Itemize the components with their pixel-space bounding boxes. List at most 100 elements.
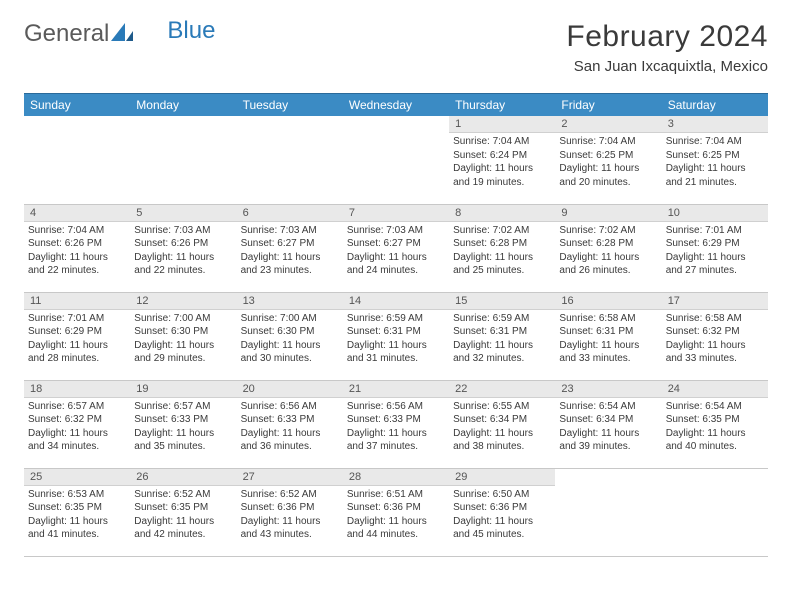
day-number: 19 [130, 381, 236, 398]
daylight-text-2: and 27 minutes. [666, 264, 764, 278]
calendar-day-cell: 29Sunrise: 6:50 AMSunset: 6:36 PMDayligh… [449, 468, 555, 556]
calendar-table: SundayMondayTuesdayWednesdayThursdayFrid… [24, 93, 768, 557]
weekday-header: Tuesday [237, 94, 343, 117]
day-number: 18 [24, 381, 130, 398]
daylight-text-1: Daylight: 11 hours [134, 427, 232, 441]
daylight-text-2: and 44 minutes. [347, 528, 445, 542]
sunrise-text: Sunrise: 7:03 AM [347, 224, 445, 238]
sunrise-text: Sunrise: 6:59 AM [347, 312, 445, 326]
daylight-text-2: and 25 minutes. [453, 264, 551, 278]
sunset-text: Sunset: 6:27 PM [241, 237, 339, 251]
sunrise-text: Sunrise: 7:04 AM [666, 135, 764, 149]
day-sun-info: Sunrise: 6:55 AMSunset: 6:34 PMDaylight:… [449, 398, 555, 456]
sunset-text: Sunset: 6:27 PM [347, 237, 445, 251]
day-number: 21 [343, 381, 449, 398]
day-number: 20 [237, 381, 343, 398]
calendar-day-cell: 23Sunrise: 6:54 AMSunset: 6:34 PMDayligh… [555, 380, 661, 468]
daylight-text-1: Daylight: 11 hours [347, 251, 445, 265]
day-number: 12 [130, 293, 236, 310]
sunset-text: Sunset: 6:34 PM [453, 413, 551, 427]
sunset-text: Sunset: 6:35 PM [134, 501, 232, 515]
calendar-day-cell: 8Sunrise: 7:02 AMSunset: 6:28 PMDaylight… [449, 204, 555, 292]
sunset-text: Sunset: 6:31 PM [559, 325, 657, 339]
daylight-text-2: and 33 minutes. [559, 352, 657, 366]
day-sun-info: Sunrise: 6:52 AMSunset: 6:35 PMDaylight:… [130, 486, 236, 544]
day-number: 4 [24, 205, 130, 222]
weekday-header: Friday [555, 94, 661, 117]
day-sun-info: Sunrise: 6:54 AMSunset: 6:34 PMDaylight:… [555, 398, 661, 456]
daylight-text-2: and 20 minutes. [559, 176, 657, 190]
sunrise-text: Sunrise: 7:00 AM [241, 312, 339, 326]
calendar-day-cell: 25Sunrise: 6:53 AMSunset: 6:35 PMDayligh… [24, 468, 130, 556]
sunrise-text: Sunrise: 6:58 AM [559, 312, 657, 326]
day-sun-info: Sunrise: 6:57 AMSunset: 6:33 PMDaylight:… [130, 398, 236, 456]
sunset-text: Sunset: 6:32 PM [28, 413, 126, 427]
calendar-week-row: 18Sunrise: 6:57 AMSunset: 6:32 PMDayligh… [24, 380, 768, 468]
calendar-week-row: 25Sunrise: 6:53 AMSunset: 6:35 PMDayligh… [24, 468, 768, 556]
daylight-text-1: Daylight: 11 hours [241, 427, 339, 441]
sunrise-text: Sunrise: 6:54 AM [666, 400, 764, 414]
daylight-text-1: Daylight: 11 hours [241, 339, 339, 353]
brand-logo: General Blue [24, 20, 215, 48]
day-sun-info: Sunrise: 6:53 AMSunset: 6:35 PMDaylight:… [24, 486, 130, 544]
day-sun-info: Sunrise: 7:03 AMSunset: 6:27 PMDaylight:… [343, 222, 449, 280]
calendar-day-cell: 12Sunrise: 7:00 AMSunset: 6:30 PMDayligh… [130, 292, 236, 380]
daylight-text-2: and 28 minutes. [28, 352, 126, 366]
day-sun-info: Sunrise: 6:52 AMSunset: 6:36 PMDaylight:… [237, 486, 343, 544]
daylight-text-1: Daylight: 11 hours [559, 251, 657, 265]
daylight-text-2: and 41 minutes. [28, 528, 126, 542]
calendar-day-cell: 21Sunrise: 6:56 AMSunset: 6:33 PMDayligh… [343, 380, 449, 468]
weekday-header: Saturday [662, 94, 768, 117]
sunrise-text: Sunrise: 6:52 AM [134, 488, 232, 502]
daylight-text-1: Daylight: 11 hours [453, 515, 551, 529]
sunset-text: Sunset: 6:26 PM [28, 237, 126, 251]
calendar-day-cell: 9Sunrise: 7:02 AMSunset: 6:28 PMDaylight… [555, 204, 661, 292]
daylight-text-1: Daylight: 11 hours [28, 339, 126, 353]
weekday-header: Wednesday [343, 94, 449, 117]
sunset-text: Sunset: 6:33 PM [347, 413, 445, 427]
day-number: 16 [555, 293, 661, 310]
day-number: 14 [343, 293, 449, 310]
calendar-day-cell [662, 468, 768, 556]
sunrise-text: Sunrise: 6:56 AM [241, 400, 339, 414]
day-sun-info: Sunrise: 6:51 AMSunset: 6:36 PMDaylight:… [343, 486, 449, 544]
day-number: 1 [449, 116, 555, 133]
day-number: 2 [555, 116, 661, 133]
day-sun-info: Sunrise: 6:59 AMSunset: 6:31 PMDaylight:… [343, 310, 449, 368]
month-title: February 2024 [566, 20, 768, 54]
day-sun-info: Sunrise: 7:04 AMSunset: 6:25 PMDaylight:… [662, 133, 768, 191]
calendar-day-cell: 20Sunrise: 6:56 AMSunset: 6:33 PMDayligh… [237, 380, 343, 468]
sunrise-text: Sunrise: 6:58 AM [666, 312, 764, 326]
daylight-text-2: and 22 minutes. [28, 264, 126, 278]
calendar-day-cell: 2Sunrise: 7:04 AMSunset: 6:25 PMDaylight… [555, 116, 661, 204]
day-number: 28 [343, 469, 449, 486]
daylight-text-2: and 36 minutes. [241, 440, 339, 454]
day-sun-info: Sunrise: 6:57 AMSunset: 6:32 PMDaylight:… [24, 398, 130, 456]
sunrise-text: Sunrise: 7:01 AM [666, 224, 764, 238]
day-sun-info: Sunrise: 7:00 AMSunset: 6:30 PMDaylight:… [237, 310, 343, 368]
day-sun-info: Sunrise: 6:54 AMSunset: 6:35 PMDaylight:… [662, 398, 768, 456]
day-number: 11 [24, 293, 130, 310]
day-sun-info: Sunrise: 7:04 AMSunset: 6:24 PMDaylight:… [449, 133, 555, 191]
day-number: 7 [343, 205, 449, 222]
brand-text-2: Blue [167, 17, 215, 45]
day-sun-info: Sunrise: 7:01 AMSunset: 6:29 PMDaylight:… [24, 310, 130, 368]
daylight-text-2: and 39 minutes. [559, 440, 657, 454]
sunrise-text: Sunrise: 7:03 AM [241, 224, 339, 238]
calendar-day-cell: 16Sunrise: 6:58 AMSunset: 6:31 PMDayligh… [555, 292, 661, 380]
daylight-text-1: Daylight: 11 hours [559, 427, 657, 441]
sunset-text: Sunset: 6:26 PM [134, 237, 232, 251]
day-sun-info: Sunrise: 6:58 AMSunset: 6:32 PMDaylight:… [662, 310, 768, 368]
location-label: San Juan Ixcaquixtla, Mexico [566, 58, 768, 75]
weekday-header: Sunday [24, 94, 130, 117]
daylight-text-2: and 33 minutes. [666, 352, 764, 366]
sunset-text: Sunset: 6:24 PM [453, 149, 551, 163]
title-block: February 2024 San Juan Ixcaquixtla, Mexi… [566, 20, 768, 75]
day-sun-info: Sunrise: 6:58 AMSunset: 6:31 PMDaylight:… [555, 310, 661, 368]
day-number: 22 [449, 381, 555, 398]
sunrise-text: Sunrise: 6:53 AM [28, 488, 126, 502]
day-sun-info: Sunrise: 7:00 AMSunset: 6:30 PMDaylight:… [130, 310, 236, 368]
day-number: 17 [662, 293, 768, 310]
weekday-header-row: SundayMondayTuesdayWednesdayThursdayFrid… [24, 94, 768, 117]
sunrise-text: Sunrise: 7:02 AM [453, 224, 551, 238]
